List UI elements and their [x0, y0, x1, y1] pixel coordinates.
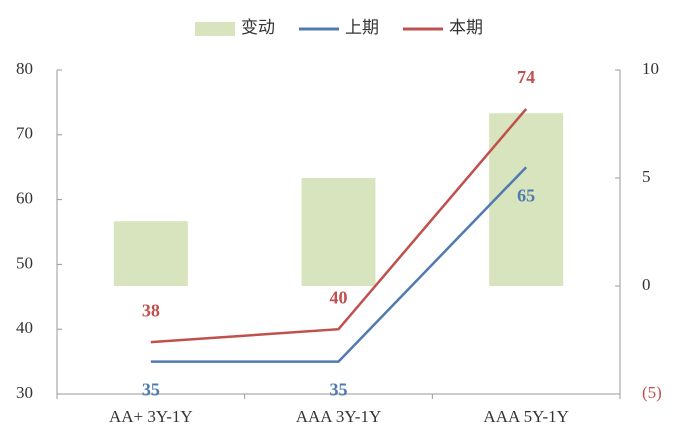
data-label: 74	[517, 67, 535, 87]
y-tick-label: 50	[16, 253, 33, 272]
data-label: 40	[330, 287, 348, 307]
y2-tick-label: 10	[642, 59, 659, 78]
y-tick-label: 80	[16, 59, 33, 78]
data-label: 35	[142, 380, 160, 400]
y-tick-label: 40	[16, 318, 33, 337]
line	[150, 166, 528, 363]
y-tick-label: 30	[16, 383, 33, 402]
legend-label: 上期	[345, 18, 379, 37]
legend-label: 本期	[449, 18, 483, 37]
x-tick-label: AAA 3Y-1Y	[296, 407, 381, 426]
y2-tick-label: (5)	[642, 383, 662, 402]
y2-tick-label: 5	[642, 167, 651, 186]
legend-swatch	[195, 22, 235, 36]
line	[150, 108, 528, 344]
x-tick-label: AAA 5Y-1Y	[483, 407, 568, 426]
legend-label: 变动	[241, 18, 275, 37]
data-label: 35	[330, 380, 348, 400]
bar	[301, 178, 376, 286]
x-tick-label: AA+ 3Y-1Y	[109, 407, 193, 426]
y2-tick-label: 0	[642, 275, 651, 294]
bar	[489, 113, 564, 286]
data-label: 65	[517, 185, 535, 205]
bar	[113, 221, 188, 286]
y-tick-label: 60	[16, 189, 33, 208]
y-tick-label: 70	[16, 124, 33, 143]
data-label: 38	[142, 300, 160, 320]
